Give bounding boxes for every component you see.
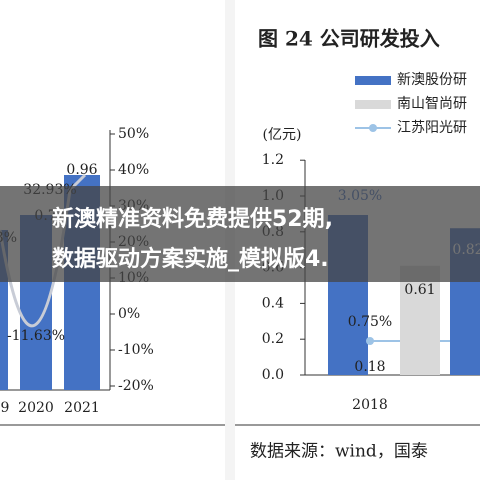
y-tick-label: 0.2 xyxy=(262,331,284,347)
y-tick-label: 0.0 xyxy=(262,367,284,383)
y-tick-label: 1.2 xyxy=(262,152,284,168)
bar xyxy=(400,265,440,375)
data-label: 0.61 xyxy=(404,282,435,298)
data-label: -11.63% xyxy=(7,328,65,344)
legend-swatch xyxy=(355,76,391,85)
chart-title: 图 24 公司研发投入 xyxy=(258,27,440,51)
source-note: 数据来源：wind，国泰 xyxy=(250,442,428,462)
overlay-text: 新澳精准资料免费提供52期, xyxy=(52,206,333,232)
legend-label: 南山智尚研 xyxy=(397,96,467,112)
legend-label: 江苏阳光研 xyxy=(397,120,467,136)
data-label: 0.18 xyxy=(354,359,385,375)
y-tick-label: 50% xyxy=(118,126,149,142)
unit-label: (亿元) xyxy=(263,127,302,143)
x-tick-label: 2018 xyxy=(352,397,388,413)
legend-label: 新澳股份研 xyxy=(397,72,467,88)
data-label: 0.96 xyxy=(66,162,97,178)
overlay-banner xyxy=(0,186,480,282)
legend-swatch xyxy=(355,100,391,109)
x-tick-label: 2021 xyxy=(64,400,100,416)
overlay-text: 数据驱动方案实施_模拟版4. xyxy=(52,246,329,272)
y-tick-label: -10% xyxy=(118,342,154,358)
x-tick-label: 2020 xyxy=(18,400,54,416)
x-tick-label: 9 xyxy=(1,400,10,416)
y-tick-label: -20% xyxy=(118,378,154,394)
bar xyxy=(0,230,8,390)
y-tick-label: 0% xyxy=(118,306,140,322)
legend-swatch xyxy=(369,124,377,132)
data-label: 0.75% xyxy=(348,314,392,330)
line-point xyxy=(366,337,374,345)
y-tick-label: 40% xyxy=(118,162,149,178)
y-tick-label: 0.4 xyxy=(262,295,284,311)
